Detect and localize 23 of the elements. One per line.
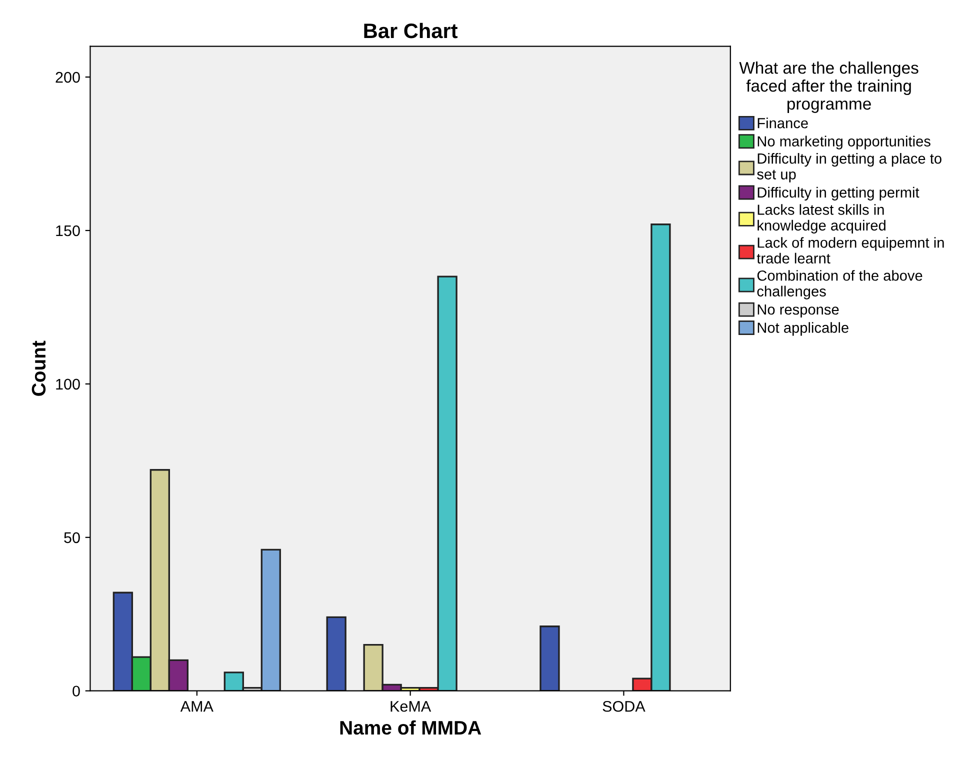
y-tick-label: 100 <box>56 378 80 390</box>
bar <box>326 616 346 691</box>
legend-label: Lacks latest skills in knowledge acquired <box>758 204 886 234</box>
y-tick-label: 50 <box>64 532 80 544</box>
legend-label: Difficulty in getting permit <box>758 186 920 201</box>
legend-label: No response <box>758 304 839 318</box>
x-axis-title: Name of MMDA <box>340 720 482 735</box>
legend-label: Difficulty in getting a place to set up <box>757 153 942 182</box>
y-tick-label: 200 <box>56 72 80 83</box>
legend-label: Finance <box>758 118 808 128</box>
y-tick-label: 0 <box>72 686 80 697</box>
y-tick-label: 150 <box>56 225 80 236</box>
x-tick-label: SODA <box>602 700 646 712</box>
bar <box>540 626 560 691</box>
legend-label: Combination of the above challenges <box>757 270 922 300</box>
x-tick-label: AMA <box>180 701 214 712</box>
legend-label: Lack of modern equipemnt in trade learnt <box>756 237 944 264</box>
x-tick-label: KeMA <box>390 701 432 712</box>
legend-label: Not applicable <box>758 322 848 336</box>
y-axis-title: Count <box>32 340 46 396</box>
chart-title: Bar Chart <box>364 22 458 38</box>
legend-label: No marketing opportunities <box>758 136 930 150</box>
legend-title: What are the challenges faced after the training programme <box>739 62 918 113</box>
